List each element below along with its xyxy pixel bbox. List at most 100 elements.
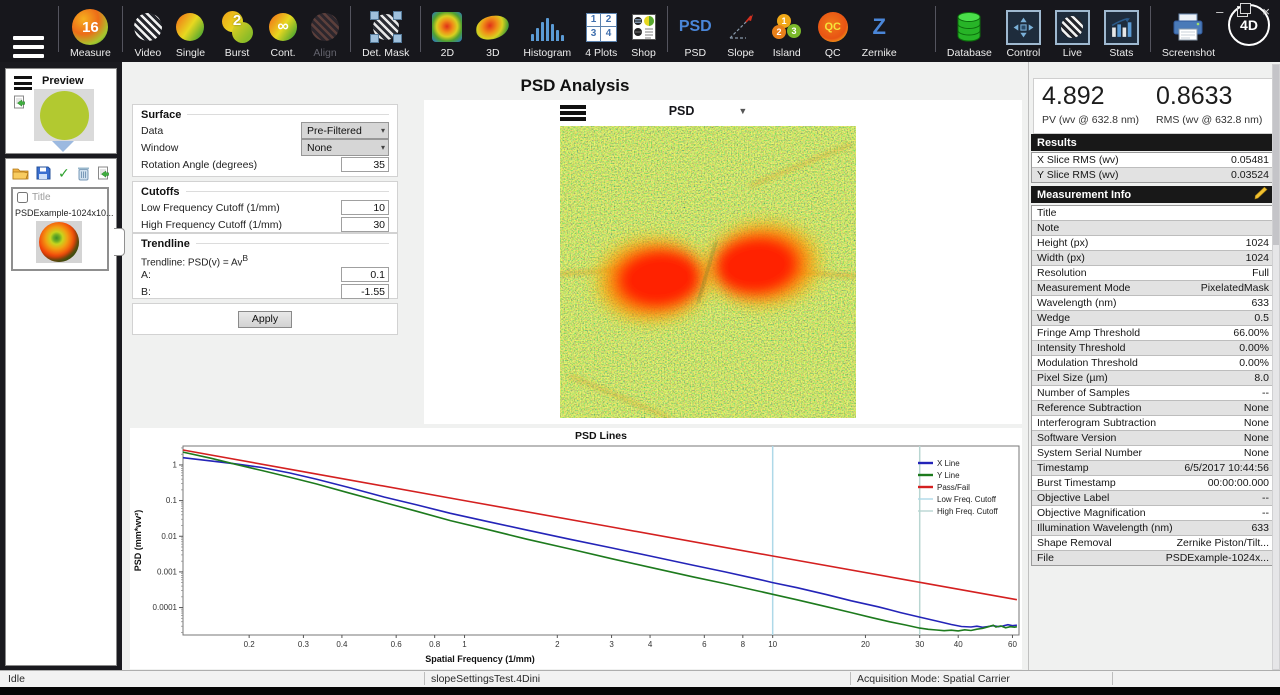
data-dropdown[interactable]: Pre-Filtered ▾: [301, 122, 389, 139]
toolbar-item-database[interactable]: Database: [940, 0, 999, 60]
svg-text:0.4: 0.4: [336, 640, 348, 649]
save-icon[interactable]: [36, 165, 51, 181]
toolbar-item-cont[interactable]: ∞ Cont.: [262, 0, 304, 60]
zernike-icon: Z: [872, 14, 886, 39]
toolbar-item-burst[interactable]: 2 Burst: [212, 0, 262, 60]
toolbar-item-slope[interactable]: Slope: [719, 0, 763, 60]
toolbar-item-3d[interactable]: 3D: [469, 0, 516, 60]
toolbar-item-control[interactable]: Control: [999, 0, 1048, 60]
toolbar-item-qc[interactable]: QC QC: [811, 0, 855, 60]
measurement-info-row: Pixel Size (µm) 8.0: [1032, 371, 1274, 386]
pv-label: PV (wv @ 632.8 nm): [1042, 114, 1140, 126]
preview-menu-icon[interactable]: [14, 76, 32, 90]
trendline-b-input[interactable]: [341, 284, 389, 299]
toolbar-item-measure[interactable]: 16 Measure: [63, 0, 118, 60]
svg-text:0.01: 0.01: [161, 532, 177, 541]
svg-text:X Line: X Line: [937, 459, 960, 468]
open-folder-icon[interactable]: [12, 165, 29, 181]
measurement-list-item[interactable]: Title PSDExample-1024x10...: [11, 187, 114, 271]
toolbar-item-zernike[interactable]: Z Zernike: [855, 0, 904, 60]
svg-text:40: 40: [954, 640, 963, 649]
svg-text:Pass/Fail: Pass/Fail: [937, 483, 970, 492]
preview-panel: Preview: [5, 68, 117, 154]
measurement-list-toolbar: ✓: [12, 165, 111, 181]
main-toolbar: 16 Measure Video Single 2 Burst ∞ Cont. Align Det…: [0, 0, 1280, 62]
screenshot-icon: [1171, 8, 1205, 46]
toolbar-item-single[interactable]: Single: [169, 0, 212, 60]
measurement-info-row: Timestamp 6/5/2017 10:44:56: [1032, 461, 1274, 476]
close-button[interactable]: ×: [1262, 4, 1270, 19]
toolbar-item-2d[interactable]: 2D: [425, 0, 469, 60]
measurement-info-row: Number of Samples --: [1032, 386, 1274, 401]
svg-text:30: 30: [915, 640, 924, 649]
measurement-info-row: Resolution Full: [1032, 266, 1274, 281]
toolbar-separator: [121, 6, 123, 52]
measurement-info-row: Illumination Wavelength (nm) 633: [1032, 521, 1274, 536]
surface-header-label: Surface: [141, 108, 182, 121]
measurement-file-name: PSDExample-1024x10...: [15, 208, 114, 218]
results-row: X Slice RMS (wv) 0.05481: [1032, 153, 1274, 168]
toolbar-item-histogram[interactable]: Histogram: [516, 0, 578, 60]
toolbar-separator: [350, 6, 352, 52]
scrollbar-thumb[interactable]: [1273, 65, 1279, 245]
measurement-thumbnail[interactable]: [36, 221, 82, 263]
minimize-button[interactable]: –: [1216, 4, 1224, 19]
export-page-icon[interactable]: [13, 95, 27, 115]
measurement-info-row: Software Version None: [1032, 431, 1274, 446]
svg-text:0.3: 0.3: [298, 640, 310, 649]
measurement-info-table: Title Note Height (px) 1024 Width (px) 1024 Re…: [1031, 205, 1275, 566]
measurement-info-row: Shape Removal Zernike Piston/Tilt...: [1032, 536, 1274, 551]
svg-text:4: 4: [648, 640, 653, 649]
title-checkbox[interactable]: [17, 192, 28, 203]
psd-2d-image[interactable]: [560, 126, 856, 418]
measurement-info-row: Title: [1032, 206, 1274, 221]
export-page-icon[interactable]: [97, 165, 111, 181]
measurement-info-row: System Serial Number None: [1032, 446, 1274, 461]
status-bar: Idle slopeSettingsTest.4Dini Acquisition…: [0, 670, 1280, 687]
live-icon: [1054, 8, 1090, 46]
rotation-angle-input[interactable]: [341, 157, 389, 172]
psd-lines-chart-panel: 0.2 0.3 0.4 0.6 0.8 1 2 3 4 6 8 10 20 30 40 60 1 0.1 0.01 0…: [130, 428, 1022, 669]
check-icon[interactable]: ✓: [58, 164, 70, 181]
toolbar-item-detmask[interactable]: Det. Mask: [355, 0, 416, 60]
scrollbar[interactable]: [1272, 64, 1280, 670]
toolbar-separator: [934, 6, 936, 52]
toolbar-item-psd[interactable]: PSD PSD: [672, 0, 719, 60]
toolbar-item-shop[interactable]: Shop: [624, 0, 663, 60]
restore-button[interactable]: [1237, 3, 1252, 17]
window-dropdown[interactable]: None ▾: [301, 139, 389, 156]
continuous-icon: ∞: [269, 8, 298, 46]
measurement-info-row: Wavelength (nm) 633: [1032, 296, 1274, 311]
toolbar-item-island[interactable]: 1 2 3 Island: [763, 0, 811, 60]
data-label: Data: [141, 124, 164, 137]
toolbar-item-live[interactable]: Live: [1048, 0, 1097, 60]
measure-icon: 16: [72, 8, 109, 46]
low-cutoff-input[interactable]: [341, 200, 389, 215]
preview-expand-arrow-icon[interactable]: [52, 141, 74, 152]
svg-text:3: 3: [791, 26, 796, 36]
svg-text:2: 2: [776, 27, 781, 37]
toolbar-item-menu[interactable]: [0, 0, 54, 66]
measurement-info-row: Note: [1032, 221, 1274, 236]
toolbar-item-stats[interactable]: Stats: [1097, 0, 1146, 60]
preview-title: Preview: [42, 75, 84, 87]
measurement-info-row: Burst Timestamp 00:00:00.000: [1032, 476, 1274, 491]
svg-text:Spatial Frequency (1/mm): Spatial Frequency (1/mm): [425, 654, 535, 664]
delete-trash-icon[interactable]: [77, 165, 90, 181]
edit-pencil-icon[interactable]: [1254, 186, 1269, 203]
measurement-info-row: Objective Magnification --: [1032, 506, 1274, 521]
high-cutoff-input[interactable]: [341, 217, 389, 232]
apply-button[interactable]: Apply: [238, 310, 292, 328]
svg-text:1: 1: [462, 640, 467, 649]
psd-panel-menu-icon[interactable]: [560, 105, 586, 121]
psd-lines-chart: 0.2 0.3 0.4 0.6 0.8 1 2 3 4 6 8 10 20 30 40 60 1 0.1 0.01 0…: [133, 430, 1020, 664]
trendline-a-input[interactable]: [341, 267, 389, 282]
toolbar-item-video[interactable]: Video: [127, 0, 169, 60]
measurement-info-row: Interferogram Subtraction None: [1032, 416, 1274, 431]
trendline-a-label: A:: [141, 268, 151, 281]
sidebar-splitter-handle[interactable]: [114, 228, 125, 256]
toolbar-item-screenshot[interactable]: Screenshot: [1155, 0, 1222, 60]
chevron-down-icon[interactable]: ▼: [738, 106, 748, 116]
